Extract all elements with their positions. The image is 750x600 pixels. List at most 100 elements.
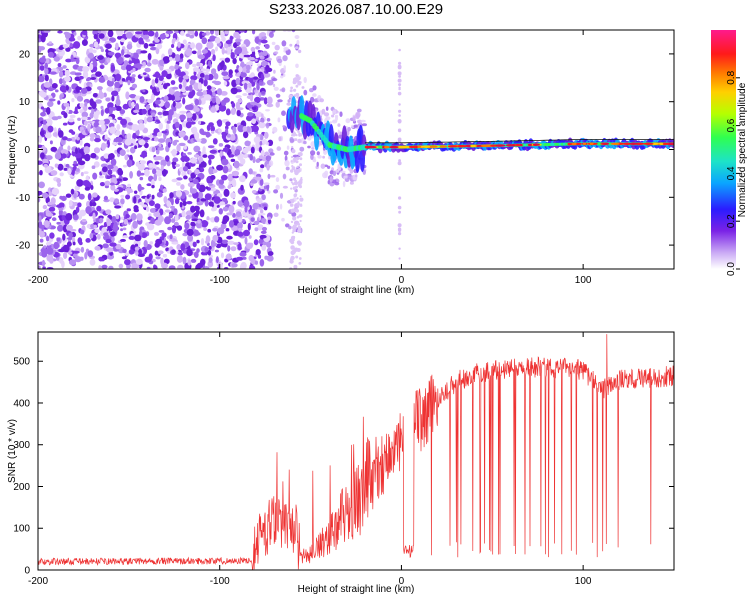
speckle-dot [65, 213, 73, 221]
speckle-dot [297, 223, 301, 226]
speckle-dot [196, 248, 200, 254]
speckle-dot [238, 78, 245, 87]
speckle-dot [218, 201, 226, 206]
colorbar-tick-label: 0.4 [726, 166, 737, 180]
speckle-dot [58, 130, 64, 138]
speckle-dot [108, 265, 114, 269]
speckle-dot [398, 210, 401, 214]
speckle-dot [208, 60, 211, 67]
speckle-dot [217, 64, 221, 72]
ridge-hotspot [662, 142, 670, 145]
speckle-dot [240, 158, 246, 165]
speckle-dot [43, 30, 51, 33]
speckle-dot [210, 30, 214, 35]
speckle-dot [146, 223, 155, 231]
speckle-dot [196, 239, 200, 244]
speckle-dot [289, 178, 293, 182]
speckle-dot [282, 55, 288, 62]
speckle-dot [126, 133, 132, 141]
speckle-dot [127, 183, 131, 188]
speckle-dot [339, 111, 343, 117]
speckle-dot [151, 179, 155, 188]
speckle-dot [165, 155, 170, 162]
speckle-dot [234, 69, 238, 73]
speckle-dot [120, 198, 125, 205]
speckle-dot [178, 83, 183, 89]
speckle-dot [272, 83, 276, 88]
speckle-dot [56, 237, 61, 242]
speckle-dot [295, 255, 299, 259]
speckle-dot [258, 155, 264, 160]
speckle-dot [200, 138, 207, 144]
speckle-dot [303, 89, 308, 96]
snr-frame [37, 331, 675, 571]
speckle-dot [141, 204, 148, 208]
speckle-dot [290, 235, 296, 240]
speckle-dot [43, 220, 50, 228]
spectrogram-ytick-label: -20 [16, 241, 31, 252]
speckle-dot [154, 137, 159, 142]
speckle-dot [176, 181, 181, 186]
speckle-dot [175, 68, 181, 76]
speckle-dot [43, 245, 47, 249]
speckle-dot [229, 173, 233, 181]
speckle-dot [202, 154, 208, 158]
speckle-dot [102, 243, 109, 249]
speckle-dot [116, 124, 121, 131]
speckle-dot [127, 188, 131, 196]
speckle-dot [190, 258, 197, 263]
speckle-dot [207, 154, 215, 160]
speckle-dot [244, 146, 249, 153]
chart-title: S233.2026.087.10.00.E29 [269, 1, 443, 18]
speckle-dot [228, 184, 233, 188]
speckle-dot [191, 50, 197, 55]
speckle-dot [398, 177, 401, 180]
ridge-hotspot [420, 145, 431, 148]
speckle-dot [69, 43, 73, 48]
speckle-dot [167, 113, 173, 121]
speckle-dot [38, 45, 42, 54]
speckle-dot [77, 35, 82, 41]
speckle-dot [130, 213, 137, 221]
speckle-dot [177, 251, 183, 256]
speckle-dot [159, 59, 165, 67]
speckle-dot [95, 217, 100, 224]
speckle-dot [42, 119, 47, 125]
speckle-dot [100, 65, 104, 69]
speckle-dot [65, 193, 72, 198]
speckle-dot [219, 262, 223, 269]
speckle-dot [295, 24, 298, 29]
speckle-dot [215, 46, 218, 52]
speckle-dot [71, 131, 76, 135]
speckle-dot [160, 164, 164, 171]
speckle-dot [172, 100, 176, 108]
speckle-dot [65, 58, 72, 63]
speckle-dot [263, 97, 268, 105]
speckle-dot [231, 79, 238, 88]
speckle-dot [80, 246, 85, 253]
speckle-dot [211, 97, 216, 104]
speckle-dot [170, 197, 174, 206]
speckle-dot [146, 116, 153, 123]
speckle-dot [125, 64, 132, 72]
speckle-dot [52, 132, 58, 137]
speckle-dot [205, 131, 211, 138]
speckle-dot [255, 249, 261, 256]
speckle-dot [94, 228, 100, 233]
speckle-dot [221, 99, 227, 106]
speckle-dot [183, 145, 187, 150]
speckle-dot [105, 209, 112, 215]
speckle-dot [190, 75, 198, 81]
speckle-dot [176, 255, 183, 263]
speckle-dot [307, 145, 311, 149]
speckle-dot [56, 221, 61, 225]
speckle-dot [398, 196, 402, 200]
speckle-dot [182, 39, 187, 45]
speckle-dot [92, 49, 97, 54]
speckle-dot [93, 121, 99, 128]
speckle-dot [100, 123, 106, 132]
speckle-dot [100, 109, 104, 117]
speckle-dot [87, 123, 91, 132]
speckle-dot [192, 67, 200, 72]
speckle-dot [204, 246, 209, 253]
